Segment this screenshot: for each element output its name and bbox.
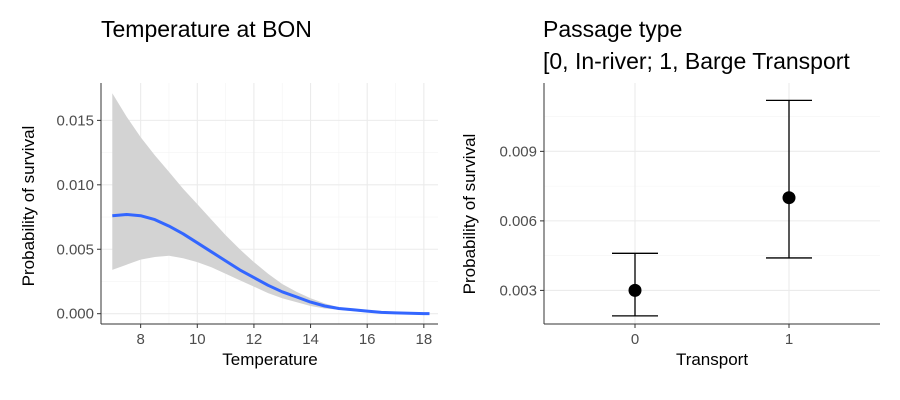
point-estimate [782, 191, 796, 205]
passage-type-panel-marks [612, 99, 812, 317]
x-tick-label: 1 [785, 331, 793, 348]
x-tick-label: 14 [302, 331, 319, 348]
temperature-panel-tick-labels: 8 10 12 14 16 18 0.000 0.005 0.010 0.015 [56, 112, 432, 348]
y-tick-label: 0.010 [56, 177, 94, 194]
passage-y-axis-title: Probability of survival [460, 134, 479, 295]
passage-type-panel-title: Passage type [543, 16, 682, 42]
temperature-x-axis-title: Temperature [222, 350, 317, 369]
survival-curve-line [112, 213, 430, 316]
temperature-panel-axes [100, 83, 438, 325]
temperature-panel-grid [101, 83, 438, 324]
y-tick-label: 0.009 [499, 143, 537, 160]
passage-type-panel-axes [543, 83, 880, 325]
temperature-panel-title: Temperature at BON [101, 16, 312, 42]
error-bar-group-0 [612, 252, 658, 317]
point-estimate [628, 283, 642, 297]
transport-x-axis-title: Transport [676, 350, 748, 369]
x-tick-label: 0 [631, 331, 639, 348]
x-tick-label: 12 [246, 331, 263, 348]
y-tick-label: 0.003 [499, 282, 537, 299]
passage-type-panel-subtitle: [0, In-river; 1, Barge Transport [543, 48, 850, 74]
y-tick-label: 0.000 [56, 306, 94, 323]
temperature-y-axis-title: Probability of survival [19, 126, 38, 287]
passage-type-panel-tick-labels: 0 1 0.003 0.006 0.009 [499, 143, 793, 348]
temperature-panel: Temperature at BON 8 10 12 14 16 18 0.000 0.005… [19, 16, 438, 369]
passage-type-panel: Passage type [0, In-river; 1, Barge Tran… [460, 16, 880, 369]
error-bar-group-1 [766, 99, 812, 259]
y-tick-label: 0.015 [56, 112, 94, 129]
x-tick-label: 16 [359, 331, 376, 348]
x-tick-label: 10 [189, 331, 206, 348]
y-tick-label: 0.005 [56, 241, 94, 258]
y-tick-label: 0.006 [499, 213, 537, 230]
x-tick-label: 8 [136, 331, 144, 348]
x-tick-label: 18 [415, 331, 432, 348]
confidence-ribbon [112, 93, 430, 314]
passage-type-panel-grid [544, 83, 880, 324]
